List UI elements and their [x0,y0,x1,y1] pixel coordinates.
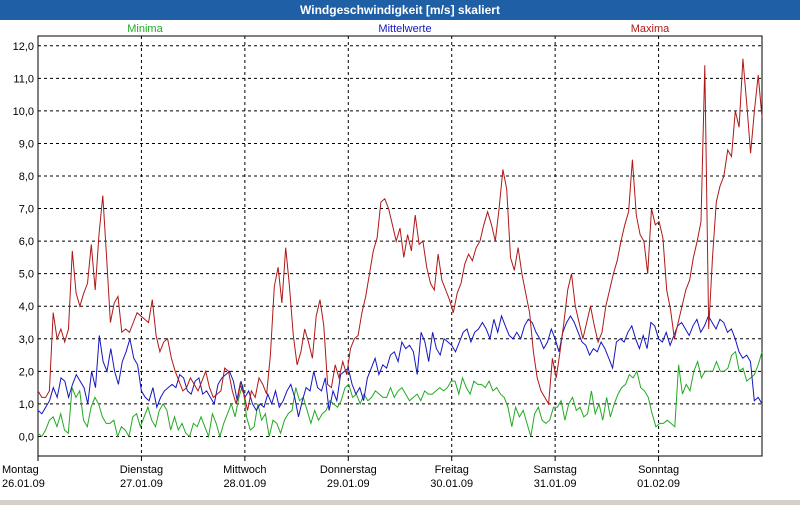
x-tick-date: 29.01.09 [327,478,370,490]
x-tick-date: 28.01.09 [223,478,266,490]
y-tick-label: 6,0 [19,236,34,248]
y-tick-label: 9,0 [19,138,34,150]
y-tick-label: 1,0 [19,399,34,411]
x-tick-date: 31.01.09 [534,478,577,490]
y-tick-label: 8,0 [19,171,34,183]
line-chart: 0,0 1,0 2,0 3,0 4,0 5,0 6,0 7,0 8,0 9,0 10,0 11,0 12… [2,23,763,490]
y-tick-label: 5,0 [19,269,34,281]
y-tick-label: 0,0 [19,431,34,443]
plot-border [37,35,763,457]
y-tick-label: 11,0 [13,73,34,85]
x-tick-date: 27.01.09 [120,478,163,490]
x-tick-weekday: Montag [2,464,39,476]
series-line-maxima [37,58,763,411]
grid [38,36,762,456]
legend-entry-maxima: Maxima [631,23,670,35]
y-tick-label: 3,0 [19,334,34,346]
x-tick-date: 30.01.09 [430,478,473,490]
x-tick-weekday: Samstag [533,464,576,476]
series-lines [37,58,763,439]
x-tick-weekday: Freitag [435,464,469,476]
legend-entry-minima: Minima [127,23,163,35]
legend-entry-mittelwerte: Mittelwerte [378,23,431,35]
chart-frame: 0,0 1,0 2,0 3,0 4,0 5,0 6,0 7,0 8,0 9,0 10,0 11,0 12… [0,20,800,500]
x-tick-date: 26.01.09 [2,478,45,490]
x-tick-weekday: Sonntag [638,464,679,476]
y-tick-label: 2,0 [19,366,34,378]
x-tick-weekday: Mittwoch [223,464,266,476]
x-tick-date: 01.02.09 [637,478,680,490]
y-tick-label: 4,0 [19,301,34,313]
y-tick-label: 12,0 [13,41,34,53]
y-tick-label: 7,0 [19,204,34,216]
series-line-mittelwerte [37,314,763,418]
axes: 0,0 1,0 2,0 3,0 4,0 5,0 6,0 7,0 8,0 9,0 10,0 11,0 12… [2,35,763,490]
chart-title: Windgeschwindigkeit [m/s] skaliert [0,0,800,20]
y-tick-label: 10,0 [13,106,34,118]
legend: Minima Mittelwerte Maxima [127,23,670,35]
series-line-minima [37,350,763,439]
x-tick-weekday: Donnerstag [320,464,377,476]
x-tick-weekday: Dienstag [120,464,163,476]
